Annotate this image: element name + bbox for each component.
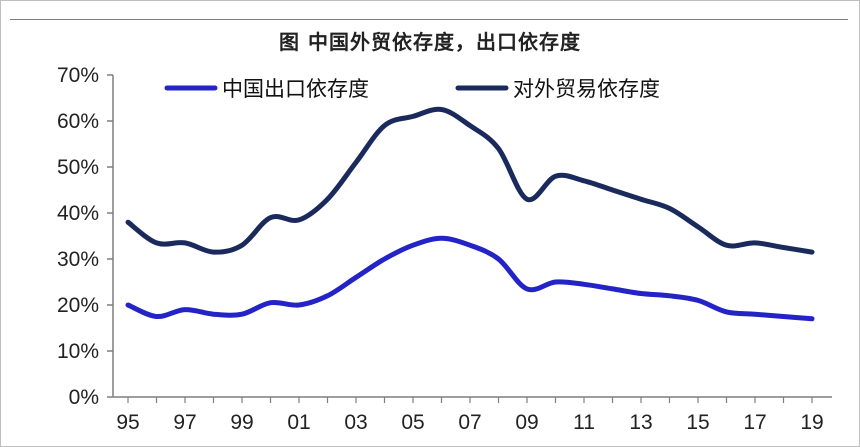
x-tick-label: 17 [743, 411, 766, 434]
y-tick-label: 40% [57, 202, 99, 225]
y-tick-label: 10% [57, 340, 99, 363]
legend-label: 对外贸易依存度 [513, 77, 660, 101]
x-tick-label: 95 [116, 411, 139, 434]
legend-label: 中国出口依存度 [222, 77, 369, 101]
trade-dependence-line [125, 106, 815, 255]
x-tick-label: 07 [458, 411, 481, 434]
x-tick-label: 03 [344, 411, 367, 434]
y-tick-label: 70% [57, 64, 99, 87]
x-tick-label: 19 [800, 411, 823, 434]
y-tick-label: 20% [57, 294, 99, 317]
x-tick-label: 05 [401, 411, 424, 434]
x-tick-label: 13 [629, 411, 652, 434]
x-tick-label: 15 [686, 411, 709, 434]
title-separator [10, 19, 848, 20]
x-tick-label: 09 [515, 411, 538, 434]
y-tick-label: 60% [57, 110, 99, 133]
y-tick-label: 50% [57, 156, 99, 179]
x-tick-label: 97 [173, 411, 196, 434]
x-tick-label: 01 [287, 411, 310, 434]
y-tick-label: 0% [69, 386, 99, 409]
y-tick-label: 30% [57, 248, 99, 271]
x-tick-label: 11 [573, 411, 595, 434]
chart-title: 图 中国外贸依存度，出口依存度 [279, 30, 581, 54]
x-tick-label: 99 [230, 411, 253, 434]
export-dependence-line [125, 235, 815, 322]
